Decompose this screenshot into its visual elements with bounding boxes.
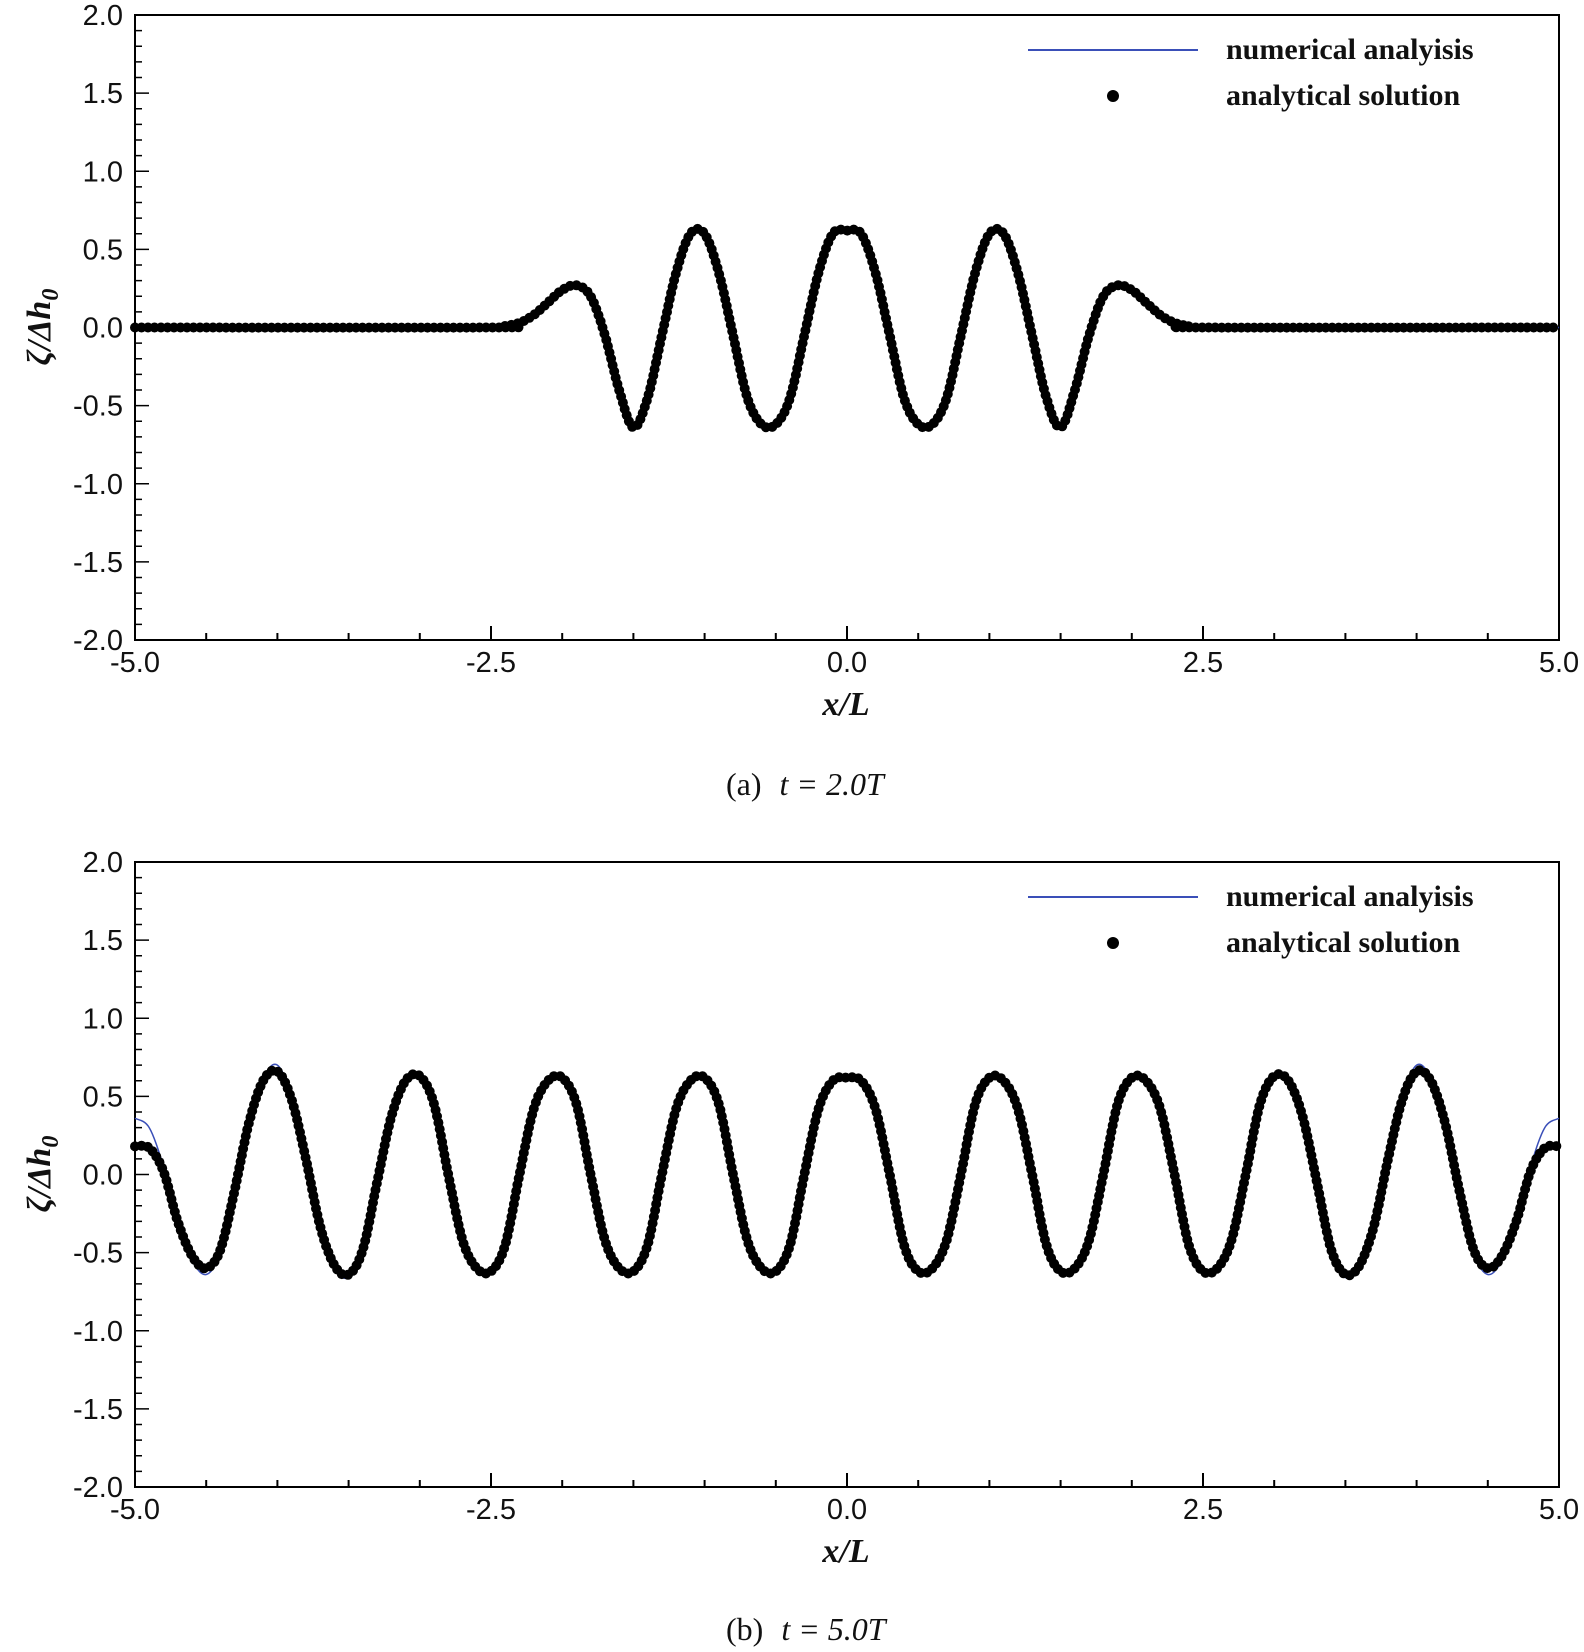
x-tick-label: 5.0 xyxy=(1539,647,1579,679)
x-tick-label: -5.0 xyxy=(110,1494,160,1526)
y-tick-label: -0.5 xyxy=(73,1238,123,1270)
legend-label-analytical-b: analytical solution xyxy=(1226,926,1461,959)
caption-a: (a) t = 2.0T xyxy=(726,766,886,802)
x-tick-label: -2.5 xyxy=(466,647,516,679)
y-tick-label: 1.0 xyxy=(83,156,123,188)
y-axis-title-b-main: ζ/Δh xyxy=(21,1148,58,1213)
series-line-b xyxy=(134,1063,1560,1280)
numerical-analysis-line xyxy=(134,1063,1560,1280)
caption-b-math: t = 5.0T xyxy=(781,1611,887,1647)
y-tick-label: 1.5 xyxy=(83,925,123,957)
legend-a: numerical analyisis analytical solution xyxy=(1028,33,1474,112)
y-tick-label: -2.0 xyxy=(73,625,123,657)
legend-b: numerical analyisis analytical solution xyxy=(1028,880,1474,959)
y-tick-label: -2.0 xyxy=(73,1472,123,1504)
y-tick-label: 1.5 xyxy=(83,78,123,110)
y-tick-label: 2.0 xyxy=(83,0,123,32)
tick-labels-b: -5.0 -2.5 0.0 2.5 5.0 2.0 1.5 1.0 0.5 0.0 -0.5 -1.0… xyxy=(73,847,1579,1526)
y-axis-title-b: ζ/Δh0 xyxy=(21,1136,64,1213)
series-points-a xyxy=(130,223,1559,433)
legend-label-analytical-a: analytical solution xyxy=(1226,79,1461,112)
caption-b: (b) t = 5.0T xyxy=(726,1611,888,1647)
ticks-a xyxy=(134,14,1560,641)
y-tick-label: 1.0 xyxy=(83,1003,123,1035)
y-tick-label: -1.5 xyxy=(73,547,123,579)
y-axis-title-a-main: ζ/Δh xyxy=(21,301,58,366)
x-tick-label: -5.0 xyxy=(110,647,160,679)
panel-a: -5.0 -2.5 0.0 2.5 5.0 2.0 1.5 1.0 0.5 0.0 -0.5 -1.0… xyxy=(21,0,1579,802)
x-tick-label: 5.0 xyxy=(1539,1494,1579,1526)
y-axis-title-a: ζ/Δh0 xyxy=(21,289,64,366)
y-tick-label: -1.0 xyxy=(73,469,123,501)
x-tick-label: 0.0 xyxy=(827,647,867,679)
x-axis-title-a: x/L xyxy=(821,686,869,723)
y-axis-title-b-sub: 0 xyxy=(38,1136,64,1148)
y-tick-label: -1.0 xyxy=(73,1316,123,1348)
y-axis-title-a-sub: 0 xyxy=(38,289,64,301)
x-tick-label: -2.5 xyxy=(466,1494,516,1526)
y-tick-label: 0.5 xyxy=(83,234,123,266)
legend-dot-swatch-b xyxy=(1107,937,1119,949)
x-tick-label: 2.5 xyxy=(1183,647,1223,679)
x-tick-label: 0.0 xyxy=(827,1494,867,1526)
tick-labels-a: -5.0 -2.5 0.0 2.5 5.0 2.0 1.5 1.0 0.5 0.0 -0.5 -1.0… xyxy=(73,0,1579,679)
caption-a-math: t = 2.0T xyxy=(780,766,886,802)
x-tick-label: 2.5 xyxy=(1183,1494,1223,1526)
legend-label-numerical-b: numerical analyisis xyxy=(1226,880,1474,913)
y-tick-label: 0.0 xyxy=(83,313,123,345)
y-tick-label: 0.0 xyxy=(83,1160,123,1192)
series-points-b xyxy=(130,1065,1562,1281)
caption-a-label: (a) xyxy=(726,766,762,802)
analytical-solution-point xyxy=(1551,1141,1562,1152)
x-axis-title-b: x/L xyxy=(821,1533,869,1570)
y-tick-label: -1.5 xyxy=(73,1394,123,1426)
panel-b: -5.0 -2.5 0.0 2.5 5.0 2.0 1.5 1.0 0.5 0.0 -0.5 -1.0… xyxy=(21,847,1579,1647)
caption-b-label: (b) xyxy=(726,1611,763,1647)
y-tick-label: -0.5 xyxy=(73,391,123,423)
analytical-solution-point xyxy=(1548,322,1559,333)
legend-label-numerical-a: numerical analyisis xyxy=(1226,33,1474,66)
y-tick-label: 2.0 xyxy=(83,847,123,879)
ticks-b xyxy=(134,861,1560,1488)
y-tick-label: 0.5 xyxy=(83,1081,123,1113)
legend-dot-swatch-a xyxy=(1107,90,1119,102)
